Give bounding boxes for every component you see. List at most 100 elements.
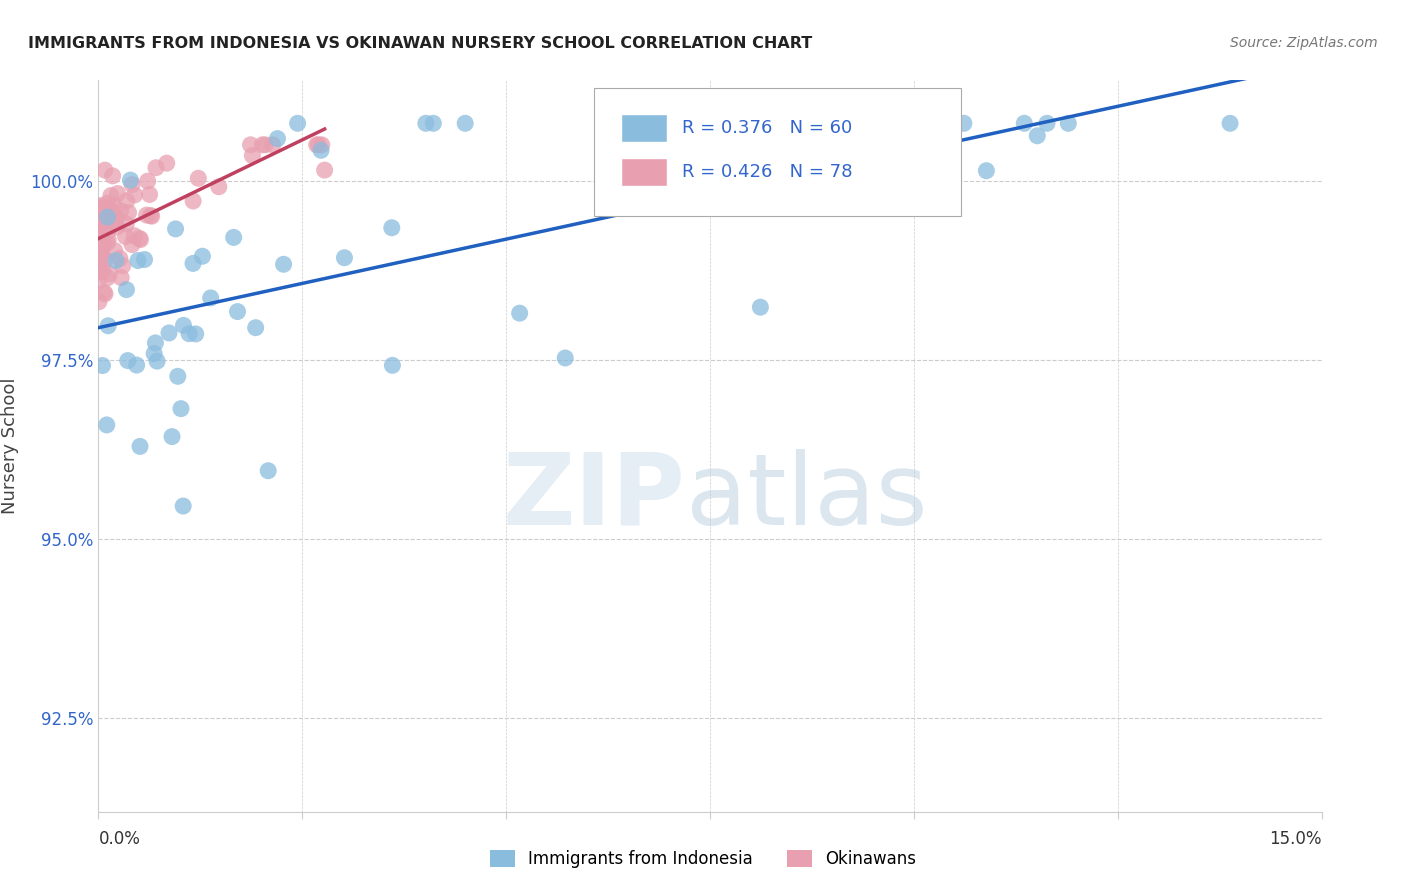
Point — [128, 231, 150, 245]
Point — [134, 252, 156, 267]
Point — [845, 160, 868, 174]
Point — [166, 369, 188, 384]
Point — [381, 220, 404, 235]
Point — [160, 429, 183, 443]
Point — [89, 264, 111, 278]
Point — [98, 203, 121, 218]
Point — [184, 326, 207, 341]
Point — [245, 320, 267, 334]
Point — [87, 201, 110, 215]
Point — [139, 209, 162, 223]
Point — [287, 116, 309, 130]
Point — [454, 116, 477, 130]
Point — [121, 237, 143, 252]
Point — [311, 137, 333, 152]
Point — [187, 171, 209, 186]
Point — [125, 358, 148, 372]
Point — [239, 137, 262, 152]
Text: 15.0%: 15.0% — [1270, 830, 1322, 848]
Point — [103, 205, 125, 219]
Point — [775, 151, 797, 165]
Point — [89, 253, 111, 268]
Point — [89, 198, 111, 212]
Point — [90, 248, 112, 262]
Point — [257, 464, 280, 478]
Point — [136, 174, 159, 188]
Text: R = 0.376   N = 60: R = 0.376 N = 60 — [682, 119, 852, 136]
Point — [262, 137, 284, 152]
Point — [104, 244, 127, 258]
Point — [103, 213, 125, 227]
Point — [91, 359, 114, 373]
Point — [90, 233, 112, 247]
Point — [97, 233, 120, 247]
Point — [138, 187, 160, 202]
Point — [745, 119, 768, 133]
Point — [91, 235, 114, 249]
Point — [266, 131, 288, 145]
Point — [87, 234, 110, 248]
Point — [105, 211, 128, 226]
Point — [172, 499, 194, 513]
Point — [87, 226, 110, 240]
Point — [226, 304, 249, 318]
Point — [749, 300, 772, 314]
Point — [97, 196, 120, 211]
Point — [172, 318, 194, 333]
Point — [170, 401, 193, 416]
Point — [141, 209, 163, 223]
Point — [200, 291, 222, 305]
Text: 0.0%: 0.0% — [98, 830, 141, 848]
Point — [181, 194, 204, 208]
Text: ZIP: ZIP — [503, 449, 686, 546]
Point — [108, 252, 131, 266]
Point — [87, 294, 110, 309]
Point — [100, 188, 122, 202]
Point — [953, 116, 976, 130]
Point — [157, 326, 180, 340]
Point — [89, 260, 111, 274]
Point — [844, 188, 866, 202]
Point — [976, 163, 998, 178]
Point — [107, 186, 129, 201]
Point — [103, 198, 125, 212]
Text: IMMIGRANTS FROM INDONESIA VS OKINAWAN NURSERY SCHOOL CORRELATION CHART: IMMIGRANTS FROM INDONESIA VS OKINAWAN NU… — [28, 36, 813, 51]
Point — [143, 346, 166, 360]
Point — [91, 237, 114, 252]
Point — [422, 116, 444, 130]
Point — [782, 116, 804, 130]
Point — [146, 354, 169, 368]
Point — [127, 253, 149, 268]
Point — [554, 351, 576, 365]
Point — [695, 177, 717, 191]
Point — [177, 326, 200, 341]
Point — [94, 286, 117, 301]
Point — [191, 249, 214, 263]
Point — [97, 318, 120, 333]
Point — [1014, 116, 1036, 130]
Point — [222, 230, 245, 244]
Point — [165, 222, 187, 236]
Point — [93, 234, 115, 248]
Point — [98, 267, 121, 281]
Point — [91, 240, 114, 254]
Point — [115, 217, 138, 231]
Point — [121, 178, 143, 192]
Text: R = 0.426   N = 78: R = 0.426 N = 78 — [682, 162, 852, 181]
Point — [1219, 116, 1241, 130]
Point — [124, 228, 146, 243]
Point — [97, 207, 120, 221]
Point — [97, 225, 120, 239]
Point — [96, 235, 118, 250]
Point — [104, 253, 127, 268]
Point — [738, 116, 761, 130]
FancyBboxPatch shape — [620, 114, 668, 142]
Point — [129, 439, 152, 453]
Point — [96, 270, 118, 285]
Point — [87, 274, 110, 288]
Point — [1026, 128, 1049, 143]
Point — [145, 335, 167, 350]
Point — [381, 359, 404, 373]
Point — [101, 169, 124, 183]
FancyBboxPatch shape — [593, 87, 960, 216]
